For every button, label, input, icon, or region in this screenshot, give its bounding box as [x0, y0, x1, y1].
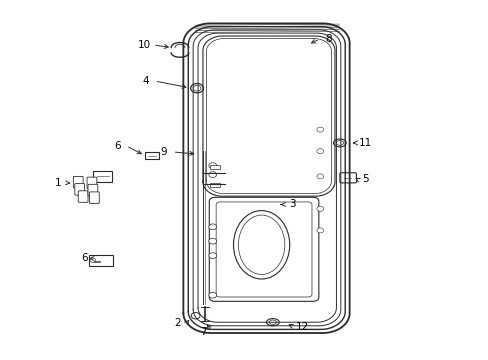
Circle shape [90, 258, 96, 262]
Circle shape [316, 206, 323, 211]
FancyBboxPatch shape [88, 184, 98, 196]
Text: 8: 8 [325, 34, 331, 44]
Text: 2: 2 [174, 318, 181, 328]
Circle shape [208, 253, 216, 258]
Text: 9: 9 [160, 147, 167, 157]
FancyBboxPatch shape [144, 152, 159, 159]
FancyBboxPatch shape [339, 173, 356, 183]
Circle shape [191, 312, 200, 319]
Text: 10: 10 [138, 40, 150, 50]
Text: 6: 6 [81, 253, 87, 264]
Circle shape [208, 238, 216, 244]
Circle shape [208, 172, 216, 177]
Text: 11: 11 [358, 138, 372, 148]
Ellipse shape [336, 140, 343, 145]
Text: 7: 7 [199, 327, 206, 337]
Circle shape [316, 127, 323, 132]
Text: 5: 5 [362, 174, 368, 184]
FancyBboxPatch shape [87, 177, 97, 189]
Circle shape [208, 224, 216, 230]
FancyBboxPatch shape [73, 176, 83, 188]
Text: 3: 3 [288, 199, 295, 210]
Text: 1: 1 [54, 178, 61, 188]
Text: 12: 12 [295, 321, 308, 332]
Circle shape [316, 149, 323, 154]
Circle shape [208, 292, 216, 298]
Circle shape [208, 163, 216, 168]
FancyBboxPatch shape [93, 171, 112, 182]
Circle shape [190, 84, 203, 93]
Ellipse shape [268, 320, 276, 324]
Text: 6: 6 [114, 141, 121, 151]
Ellipse shape [266, 319, 279, 326]
FancyBboxPatch shape [89, 255, 113, 266]
FancyBboxPatch shape [78, 191, 88, 202]
Text: 4: 4 [142, 76, 149, 86]
Circle shape [193, 85, 201, 91]
FancyBboxPatch shape [89, 192, 99, 203]
FancyBboxPatch shape [210, 183, 220, 187]
FancyBboxPatch shape [210, 165, 220, 169]
Circle shape [316, 174, 323, 179]
Circle shape [316, 228, 323, 233]
Ellipse shape [333, 139, 346, 147]
FancyBboxPatch shape [75, 184, 84, 195]
